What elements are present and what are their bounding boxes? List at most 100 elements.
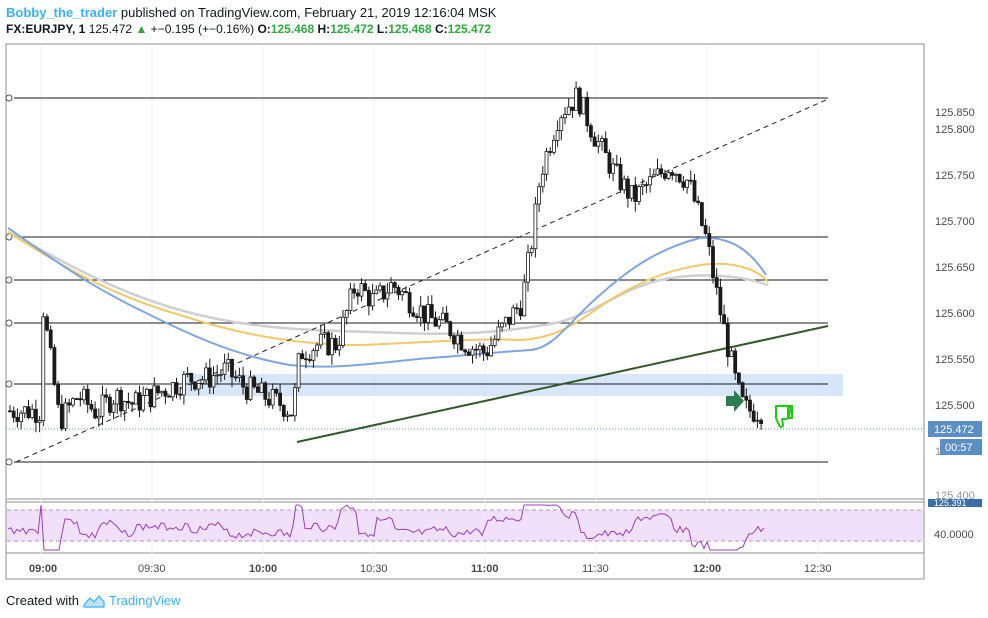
candle-body[interactable] <box>133 392 138 405</box>
candle-body[interactable] <box>22 406 27 414</box>
tradingview-logo-icon[interactable] <box>83 594 105 608</box>
candle-body[interactable] <box>222 362 227 375</box>
candle-body[interactable] <box>418 305 423 318</box>
candle-body[interactable] <box>577 87 582 115</box>
candle-body[interactable] <box>474 348 479 351</box>
candle-body[interactable] <box>674 173 678 176</box>
candle-body[interactable] <box>407 292 412 314</box>
candle-body[interactable] <box>311 350 316 361</box>
candle-body[interactable] <box>37 420 42 423</box>
candle-body[interactable] <box>459 334 464 351</box>
candle-body[interactable] <box>729 350 734 357</box>
candle-body[interactable] <box>270 389 275 406</box>
candle-body[interactable] <box>326 332 331 356</box>
candle-body[interactable] <box>119 390 123 412</box>
candle-body[interactable] <box>663 173 667 179</box>
candle-body[interactable] <box>244 386 249 400</box>
candle-body[interactable] <box>304 358 308 361</box>
candle-body[interactable] <box>174 382 179 395</box>
candle-body[interactable] <box>170 382 175 398</box>
candle-body[interactable] <box>255 386 260 393</box>
candle-body[interactable] <box>444 312 449 323</box>
candle-body[interactable] <box>241 375 246 388</box>
candle-body[interactable] <box>156 385 160 394</box>
candle-body[interactable] <box>396 287 401 296</box>
candle-body[interactable] <box>370 293 375 307</box>
candle-body[interactable] <box>611 163 615 174</box>
thumbs-down-icon[interactable] <box>775 405 793 428</box>
candle-body[interactable] <box>725 323 730 357</box>
candle-body[interactable] <box>500 322 505 328</box>
candle-body[interactable] <box>322 332 327 335</box>
candle-body[interactable] <box>622 178 627 191</box>
candle-body[interactable] <box>589 125 593 138</box>
candle-body[interactable] <box>196 382 201 390</box>
candle-body[interactable] <box>526 252 530 283</box>
candle-body[interactable] <box>644 184 649 187</box>
green-right-arrow-icon[interactable] <box>726 390 744 412</box>
candle-body[interactable] <box>34 408 38 423</box>
candle-body[interactable] <box>215 374 220 377</box>
candle-body[interactable] <box>518 308 523 317</box>
candle-body[interactable] <box>78 398 83 401</box>
candle-body[interactable] <box>400 291 405 296</box>
candle-body[interactable] <box>96 415 101 419</box>
candle-body[interactable] <box>574 87 578 111</box>
candle-body[interactable] <box>692 180 697 202</box>
candle-body[interactable] <box>93 408 97 419</box>
candle-body[interactable] <box>292 387 297 417</box>
candle-body[interactable] <box>359 283 364 297</box>
candle-body[interactable] <box>204 367 209 381</box>
candle-body[interactable] <box>677 173 682 183</box>
candle-body[interactable] <box>378 285 382 291</box>
candle-body[interactable] <box>226 358 231 364</box>
candle-body[interactable] <box>348 288 353 311</box>
candle-body[interactable] <box>566 106 571 115</box>
candle-body[interactable] <box>141 394 146 411</box>
candle-body[interactable] <box>285 414 290 417</box>
candle-body[interactable] <box>544 151 549 175</box>
candle-body[interactable] <box>618 163 623 191</box>
candle-body[interactable] <box>559 117 564 132</box>
candle-body[interactable] <box>89 404 94 410</box>
candle-body[interactable] <box>337 345 342 351</box>
candle-body[interactable] <box>533 203 538 250</box>
candle-body[interactable] <box>259 382 264 393</box>
candle-body[interactable] <box>144 388 149 396</box>
candle-body[interactable] <box>600 138 604 143</box>
candle-body[interactable] <box>30 408 35 419</box>
candle-body[interactable] <box>137 392 142 411</box>
candle-body[interactable] <box>637 186 641 202</box>
candle-body[interactable] <box>740 382 745 397</box>
candle-body[interactable] <box>433 317 438 327</box>
candle-body[interactable] <box>41 316 46 421</box>
candle-body[interactable] <box>540 173 545 188</box>
candle-body[interactable] <box>503 316 508 324</box>
candle-body[interactable] <box>230 358 234 378</box>
candle-body[interactable] <box>15 416 20 423</box>
candle-body[interactable] <box>193 381 197 390</box>
candle-body[interactable] <box>537 186 541 205</box>
candle-body[interactable] <box>52 347 57 385</box>
candle-body[interactable] <box>759 419 763 424</box>
candle-body[interactable] <box>670 172 675 176</box>
author-name[interactable]: Bobby_the_trader <box>6 5 118 20</box>
candle-body[interactable] <box>248 376 253 400</box>
candle-body[interactable] <box>492 338 497 346</box>
candle-body[interactable] <box>315 344 320 351</box>
candle-body[interactable] <box>696 200 701 204</box>
candle-body[interactable] <box>629 184 634 199</box>
candle-body[interactable] <box>152 385 157 408</box>
candle-body[interactable] <box>48 329 53 349</box>
candle-body[interactable] <box>267 398 271 406</box>
candle-body[interactable] <box>596 141 601 147</box>
candle-body[interactable] <box>45 316 49 331</box>
candle-body[interactable] <box>751 410 756 422</box>
candle-body[interactable] <box>233 376 238 379</box>
candle-body[interactable] <box>552 139 556 153</box>
candle-body[interactable] <box>67 402 72 406</box>
candle-body[interactable] <box>71 398 75 406</box>
candle-body[interactable] <box>82 388 86 401</box>
candle-body[interactable] <box>108 396 112 413</box>
candle-body[interactable] <box>711 246 715 279</box>
